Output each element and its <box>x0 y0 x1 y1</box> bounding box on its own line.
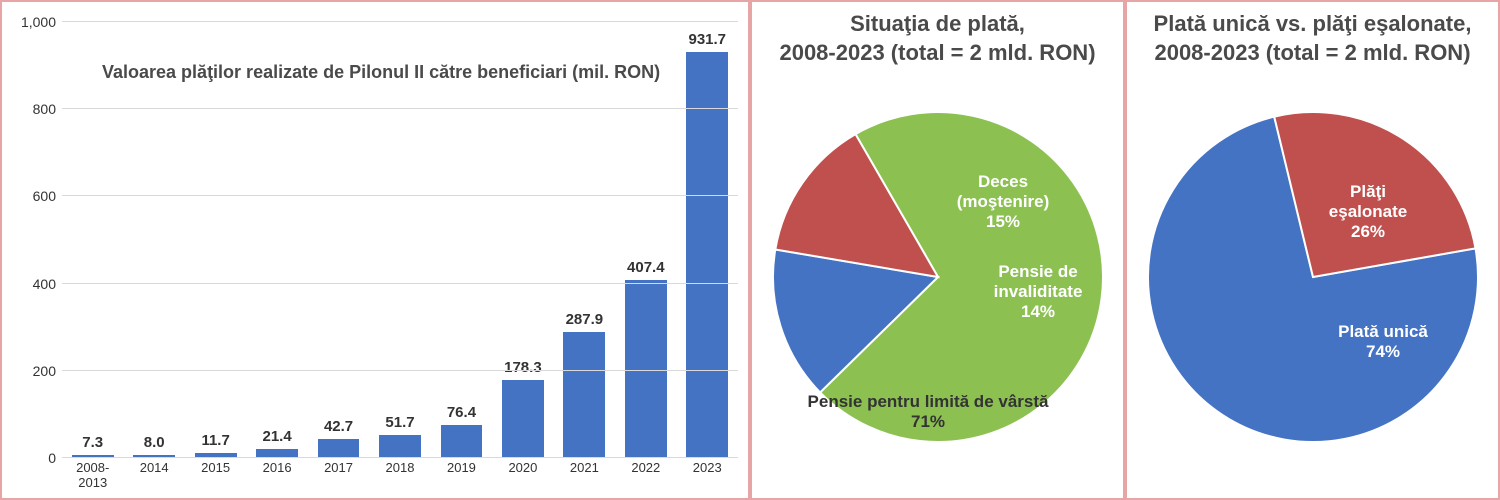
y-tick-label: 800 <box>33 101 62 117</box>
gridline <box>62 195 738 196</box>
bar-chart-panel: Valoarea plăţilor realizate de Pilonul I… <box>0 0 750 500</box>
pie2-title-line1: Plată unică vs. plăţi eşalonate, <box>1154 11 1472 36</box>
pie1-svg: Pensie pentru limită de vârstă71%Deces(m… <box>768 107 1108 447</box>
bar-value-label: 51.7 <box>385 414 414 431</box>
gridline <box>62 283 738 284</box>
gridline <box>62 370 738 371</box>
gridline <box>62 108 738 109</box>
pie1-title-line1: Situaţia de plată, <box>850 11 1025 36</box>
bar-slot: 931.7 <box>677 22 738 458</box>
pie2-panel: Plată unică vs. plăţi eşalonate, 2008-20… <box>1125 0 1500 500</box>
bar-rect <box>502 380 544 458</box>
y-tick-label: 400 <box>33 276 62 292</box>
x-tick-label: 2014 <box>123 460 184 490</box>
x-axis-labels: 2008-20132014201520162017201820192020202… <box>62 460 738 490</box>
bar-value-label: 7.3 <box>82 434 103 451</box>
pie2-title-line2: 2008-2023 (total = 2 mld. RON) <box>1154 40 1470 65</box>
bar-rect <box>379 435 421 458</box>
bar-slot: 7.3 <box>62 22 123 458</box>
bar-value-label: 931.7 <box>688 31 726 48</box>
y-tick-label: 200 <box>33 363 62 379</box>
x-tick-label: 2019 <box>431 460 492 490</box>
pie2-svg: Plată unică74%Plăţieşalonate26% <box>1143 107 1483 447</box>
bar-rect <box>441 425 483 458</box>
gridline <box>62 21 738 22</box>
y-tick-label: 1,000 <box>21 14 62 30</box>
x-tick-label: 2021 <box>554 460 615 490</box>
bar-slot: 76.4 <box>431 22 492 458</box>
pie1-title-line2: 2008-2023 (total = 2 mld. RON) <box>779 40 1095 65</box>
bar-slot: 407.4 <box>615 22 676 458</box>
bar-value-label: 8.0 <box>144 434 165 451</box>
y-tick-label: 600 <box>33 188 62 204</box>
pie2-wrap: Plată unică74%Plăţieşalonate26% <box>1127 67 1498 487</box>
bar-rect <box>686 52 728 458</box>
bar-slot: 11.7 <box>185 22 246 458</box>
gridline <box>62 457 738 458</box>
bar-value-label: 407.4 <box>627 259 665 276</box>
bar-slot: 178.3 <box>492 22 553 458</box>
x-tick-label: 2023 <box>677 460 738 490</box>
bar-slot: 42.7 <box>308 22 369 458</box>
x-tick-label: 2017 <box>308 460 369 490</box>
bar-rect <box>318 439 360 458</box>
pie1-title: Situaţia de plată, 2008-2023 (total = 2 … <box>752 2 1123 67</box>
bar-slot: 287.9 <box>554 22 615 458</box>
bar-value-label: 76.4 <box>447 404 476 421</box>
bar-slot: 21.4 <box>246 22 307 458</box>
bar-value-label: 178.3 <box>504 359 542 376</box>
bar-value-label: 21.4 <box>262 428 291 445</box>
x-tick-label: 2016 <box>246 460 307 490</box>
bars-container: 7.3 8.0 11.7 21.4 42.7 51.7 76.4 178.3 287.9 407.… <box>62 22 738 458</box>
pie2-title: Plată unică vs. plăţi eşalonate, 2008-20… <box>1127 2 1498 67</box>
bar-value-label: 42.7 <box>324 418 353 435</box>
pie1-wrap: Pensie pentru limită de vârstă71%Deces(m… <box>752 67 1123 487</box>
x-tick-label: 2018 <box>369 460 430 490</box>
bar-rect <box>563 332 605 458</box>
x-tick-label: 2008-2013 <box>62 460 123 490</box>
x-tick-label: 2015 <box>185 460 246 490</box>
y-tick-label: 0 <box>48 450 62 466</box>
bar-value-label: 287.9 <box>566 311 604 328</box>
bar-value-label: 11.7 <box>201 432 229 449</box>
bar-slot: 8.0 <box>123 22 184 458</box>
x-tick-label: 2022 <box>615 460 676 490</box>
pie1-panel: Situaţia de plată, 2008-2023 (total = 2 … <box>750 0 1125 500</box>
x-tick-label: 2020 <box>492 460 553 490</box>
bar-chart-plot-area: 7.3 8.0 11.7 21.4 42.7 51.7 76.4 178.3 287.9 407.… <box>62 22 738 458</box>
bar-slot: 51.7 <box>369 22 430 458</box>
